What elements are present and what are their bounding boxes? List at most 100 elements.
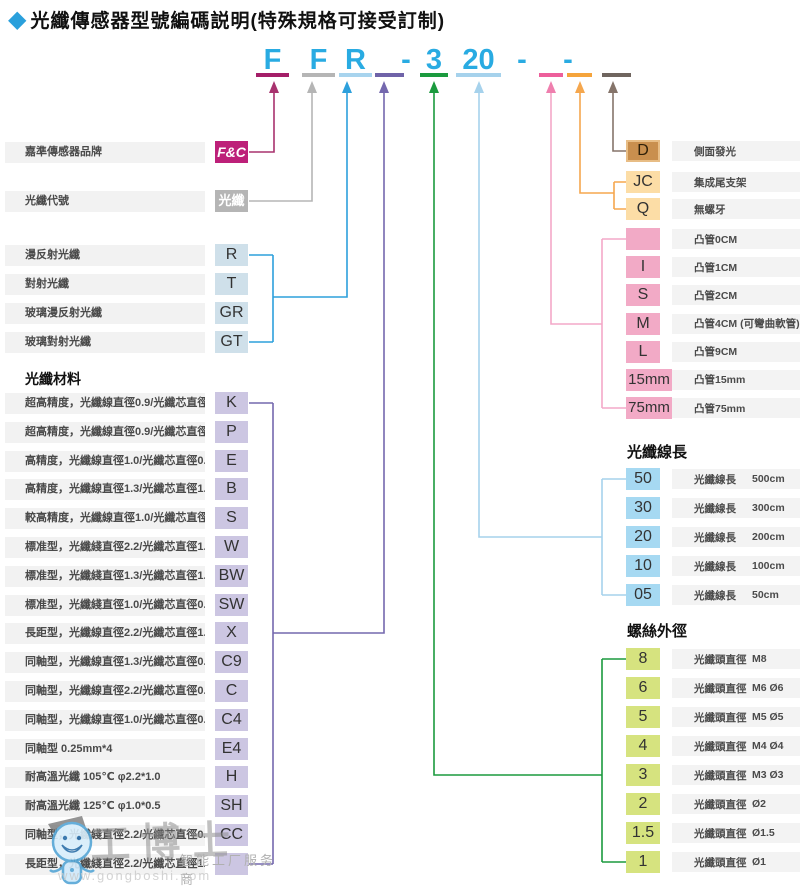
row-label: 玻璃漫反射光纖 [5, 303, 205, 324]
material-row: 標准型，光纖綫直徑1.3/光纖芯直徑1.0 R2 BW [5, 564, 248, 587]
row-label: 同軸型，光纖綫直徑2.2/光纖芯直徑0.25*16 [5, 824, 205, 846]
page-title-text: 光纖傳感器型號編碼説明(特殊規格可接受訂制) [30, 11, 446, 32]
connector-brand [249, 91, 275, 153]
code-box: F&C [215, 141, 248, 163]
code-underline [420, 73, 448, 77]
screw-row: 1 光纖頭直徑 Ø1 [626, 851, 800, 873]
row-label: 同軸型，光纖線直徑2.2/光纖芯直徑0.25*9 [5, 680, 205, 702]
section-header-screw: 螺絲外徑 [627, 623, 688, 640]
code-box: 30 [626, 497, 660, 519]
code-underline [302, 73, 335, 77]
code-box: H [215, 766, 248, 789]
code-box: K [215, 392, 248, 414]
row-label: 耐高溫光纖 105℃ φ2.2*1.0 [5, 767, 205, 789]
row-label: 光纖頭直徑 M4 Ø4 [672, 736, 800, 756]
tube-row: S 凸管2CM [626, 284, 800, 307]
connector-option [579, 91, 626, 210]
model-code-char: - [563, 44, 573, 76]
connector-screw [433, 91, 626, 863]
row-label: 光纖線長 50cm [672, 585, 800, 605]
code-box [215, 852, 248, 875]
tube-row: 75mm 凸管75mm [626, 397, 800, 420]
screw-row: 6 光纖頭直徑 M6 Ø6 [626, 677, 800, 699]
code-box: I [626, 256, 660, 279]
code-box: 6 [626, 677, 660, 699]
row-label: 光纖頭直徑 Ø1.5 [672, 823, 800, 843]
tube-row: 15mm 凸管15mm [626, 368, 800, 391]
model-code-char: 3 [425, 44, 443, 76]
row-label: 凸管0CM [672, 229, 800, 249]
brand-row: 嘉準傳感器品牌 F&C [5, 141, 248, 163]
code-box: GT [215, 331, 248, 353]
fiber-type-row: 漫反射光纖 R [5, 244, 248, 266]
model-code-char: F [263, 44, 282, 76]
row-label: 集成尾支架 [672, 172, 800, 192]
code-box: D [626, 140, 660, 162]
length-row: 05 光纖線長 50cm [626, 584, 800, 606]
model-code-char: F [309, 44, 328, 76]
row-label: 玻璃對射光纖 [5, 332, 205, 353]
material-row: 高精度，光纖線直徑1.3/光纖芯直徑1.0 B [5, 478, 248, 501]
code-box: BW [215, 564, 248, 587]
row-label: 光纖線長 300cm [672, 498, 800, 518]
row-label: 同軸型 0.25mm*4 [5, 738, 205, 760]
code-box: 15mm [626, 368, 672, 391]
code-box: S [626, 284, 660, 307]
row-label: 同軸型，光纖線直徑1.0/光纖芯直徑0.25*4 [5, 709, 205, 731]
material-row: 同軸型，光纖線直徑1.3/光纖芯直徑0.25*9 C9 [5, 651, 248, 674]
model-code-char: 20 [462, 44, 495, 76]
screw-row: 1.5 光纖頭直徑 Ø1.5 [626, 822, 800, 844]
code-box: W [215, 535, 248, 558]
material-row: 長距型，光纖線直徑2.2/光纖芯直徑1.5 X [5, 622, 248, 645]
material-row: 同軸型，光纖線直徑1.0/光纖芯直徑0.25*4 C4 [5, 708, 248, 731]
material-row: 長距型，光纖綫直徑2.2/光纖芯直徑1.0 [5, 852, 248, 875]
row-label: 凸管15mm [672, 369, 800, 390]
material-row: 耐高溫光纖 125℃ φ1.0*0.5 SH [5, 795, 248, 818]
material-row: 同軸型，光纖綫直徑2.2/光纖芯直徑0.25*16 CC [5, 823, 248, 846]
code-underline [256, 73, 289, 77]
code-box: L [626, 340, 660, 363]
screw-row: 2 光纖頭直徑 Ø2 [626, 793, 800, 815]
code-underline [539, 73, 563, 77]
row-label: 對射光纖 [5, 274, 205, 295]
code-box: 05 [626, 584, 660, 606]
code-box: 50 [626, 468, 660, 490]
tube-row: I 凸管1CM [626, 256, 800, 279]
section-header-length: 光纖線長 [627, 444, 688, 461]
row-label: 光纖頭直徑 M3 Ø3 [672, 765, 800, 785]
length-row: 30 光纖線長 300cm [626, 497, 800, 519]
length-row: 20 光纖線長 200cm [626, 526, 800, 548]
connector-emission [612, 91, 626, 152]
code-box: CC [215, 823, 248, 846]
row-label: 標准型，光纖綫直徑1.3/光纖芯直徑1.0 R2 [5, 565, 205, 587]
material-row: 較高精度，光纖線直徑1.0/光纖芯直徑0.5 S [5, 507, 248, 530]
row-label: 高精度，光纖線直徑1.0/光纖芯直徑0.25 [5, 450, 205, 472]
row-label: 耐高溫光纖 125℃ φ1.0*0.5 [5, 796, 205, 818]
section-header-material: 光纖材料 [25, 371, 81, 387]
row-label: 較高精度，光纖線直徑1.0/光纖芯直徑0.5 [5, 508, 205, 530]
code-box: P [215, 420, 248, 443]
code-box: SH [215, 795, 248, 818]
row-label: 凸管75mm [672, 398, 800, 419]
fiber-type-row: 玻璃對射光纖 GT [5, 331, 248, 353]
row-label: 高精度，光纖線直徑1.3/光纖芯直徑1.0 [5, 479, 205, 501]
code-box: 5 [626, 706, 660, 728]
code-underline [375, 73, 404, 77]
code-box: SW [215, 593, 248, 616]
code-box: 1 [626, 851, 660, 873]
code-box: M [626, 312, 660, 335]
code-underline [567, 73, 592, 77]
tube-row: L 凸管9CM [626, 340, 800, 363]
code-box: 3 [626, 764, 660, 786]
code-box [626, 228, 660, 250]
page-title: ◆ 光纖傳感器型號編碼説明(特殊規格可接受訂制) [8, 6, 445, 33]
row-label: 長距型，光纖線直徑2.2/光纖芯直徑1.5 [5, 623, 205, 645]
screw-row: 5 光纖頭直徑 M5 Ø5 [626, 706, 800, 728]
connector-fiber-type [249, 91, 348, 343]
code-box: T [215, 273, 248, 295]
screw-row: 8 光纖頭直徑 M8 [626, 648, 800, 670]
material-row: 耐高溫光纖 105℃ φ2.2*1.0 H [5, 766, 248, 789]
row-label: 長距型，光纖綫直徑2.2/光纖芯直徑1.0 [5, 853, 205, 875]
code-box: C4 [215, 708, 248, 731]
